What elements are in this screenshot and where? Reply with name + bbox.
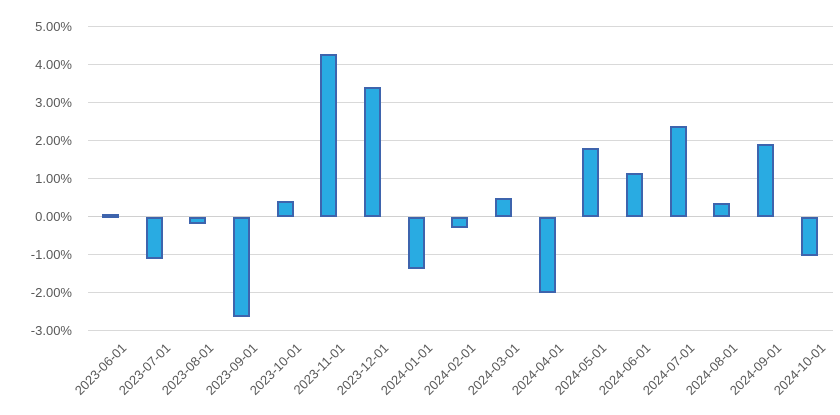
gridline [88, 64, 833, 66]
bar-2023-07-01 [145, 216, 163, 260]
bar-2024-09-01 [756, 144, 774, 217]
bar-2023-12-01 [363, 86, 381, 217]
bar-2024-07-01 [669, 126, 687, 217]
y-axis-tick-label: -3.00% [30, 323, 72, 339]
gridline [88, 330, 833, 332]
y-axis-tick-label: 4.00% [35, 57, 72, 73]
bar-2023-11-01 [320, 53, 338, 217]
bar-2023-10-01 [276, 201, 294, 217]
bar-2024-03-01 [494, 197, 512, 217]
bar-2024-04-01 [538, 216, 556, 294]
gridline [88, 102, 833, 104]
gridline [88, 26, 833, 28]
bar-2023-09-01 [232, 216, 250, 318]
y-axis-tick-label: -2.00% [30, 285, 72, 301]
bar-2023-08-01 [189, 216, 207, 225]
gridline [88, 140, 833, 142]
bar-2023-06-01 [102, 213, 119, 218]
bar-2024-05-01 [582, 148, 600, 217]
y-axis-tick-label: 2.00% [35, 133, 72, 149]
bar-2024-08-01 [713, 203, 731, 217]
gridline [88, 178, 833, 180]
y-axis-tick-label: 1.00% [35, 171, 72, 187]
y-axis-tick-label: 5.00% [35, 19, 72, 35]
gridline [88, 254, 833, 256]
bar-2024-06-01 [625, 172, 643, 217]
bar-2024-10-01 [800, 216, 818, 256]
bar-2024-02-01 [451, 216, 469, 228]
bar-2024-01-01 [407, 216, 425, 270]
y-axis-tick-label: 3.00% [35, 95, 72, 111]
y-axis-tick-label: -1.00% [30, 247, 72, 263]
y-axis-tick-label: 0.00% [35, 209, 72, 225]
gridline [88, 292, 833, 294]
